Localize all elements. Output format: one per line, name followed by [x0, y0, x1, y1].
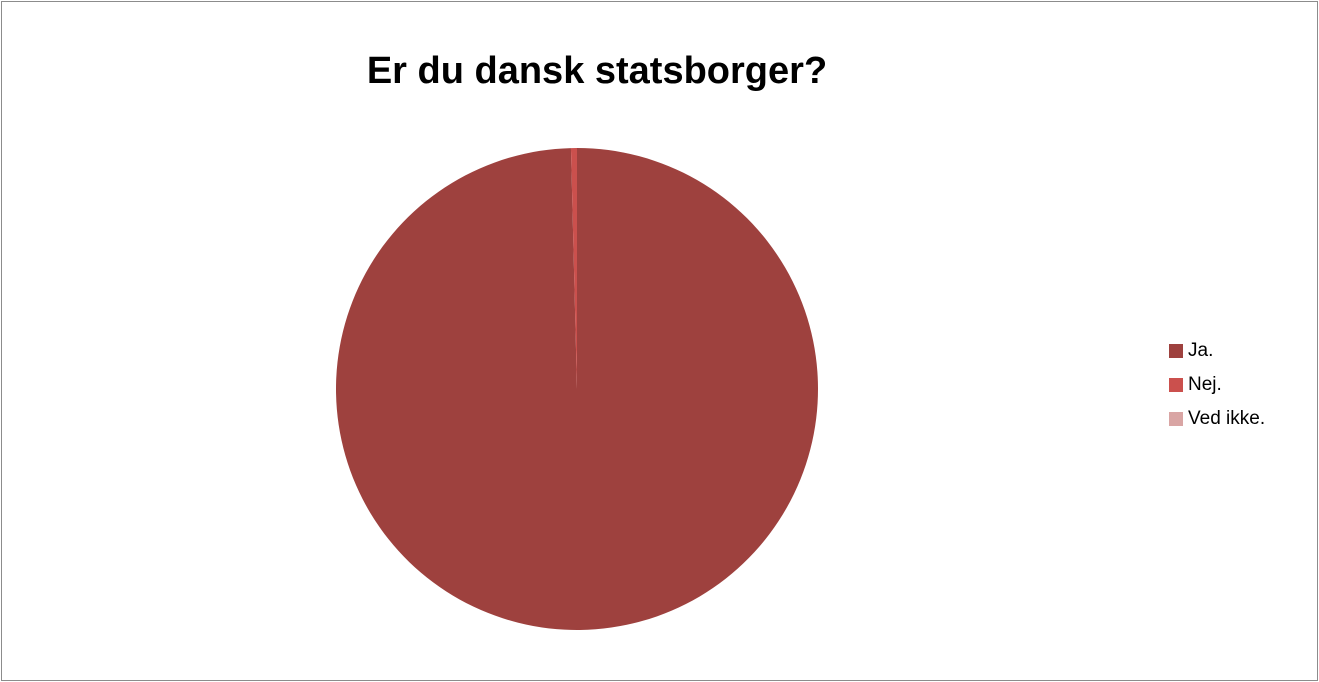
legend-swatch-ved-ikke	[1169, 412, 1183, 426]
pie-slices	[336, 148, 819, 631]
chart-title: Er du dansk statsborger?	[366, 50, 828, 92]
legend-swatch-ja	[1169, 344, 1183, 358]
legend-swatch-nej	[1169, 378, 1183, 392]
pie-slice-ja	[336, 148, 819, 631]
legend-item-nej: Nej.	[1169, 368, 1265, 402]
legend-item-ja: Ja.	[1169, 334, 1265, 368]
legend-label-ja: Ja.	[1188, 340, 1214, 361]
legend-item-ved-ikke: Ved ikke.	[1169, 402, 1265, 436]
legend: Ja. Nej. Ved ikke.	[1169, 334, 1265, 436]
pie-slice-nej	[570, 148, 577, 389]
legend-label-ved-ikke: Ved ikke.	[1188, 408, 1266, 429]
legend-label-nej: Nej.	[1188, 374, 1222, 395]
